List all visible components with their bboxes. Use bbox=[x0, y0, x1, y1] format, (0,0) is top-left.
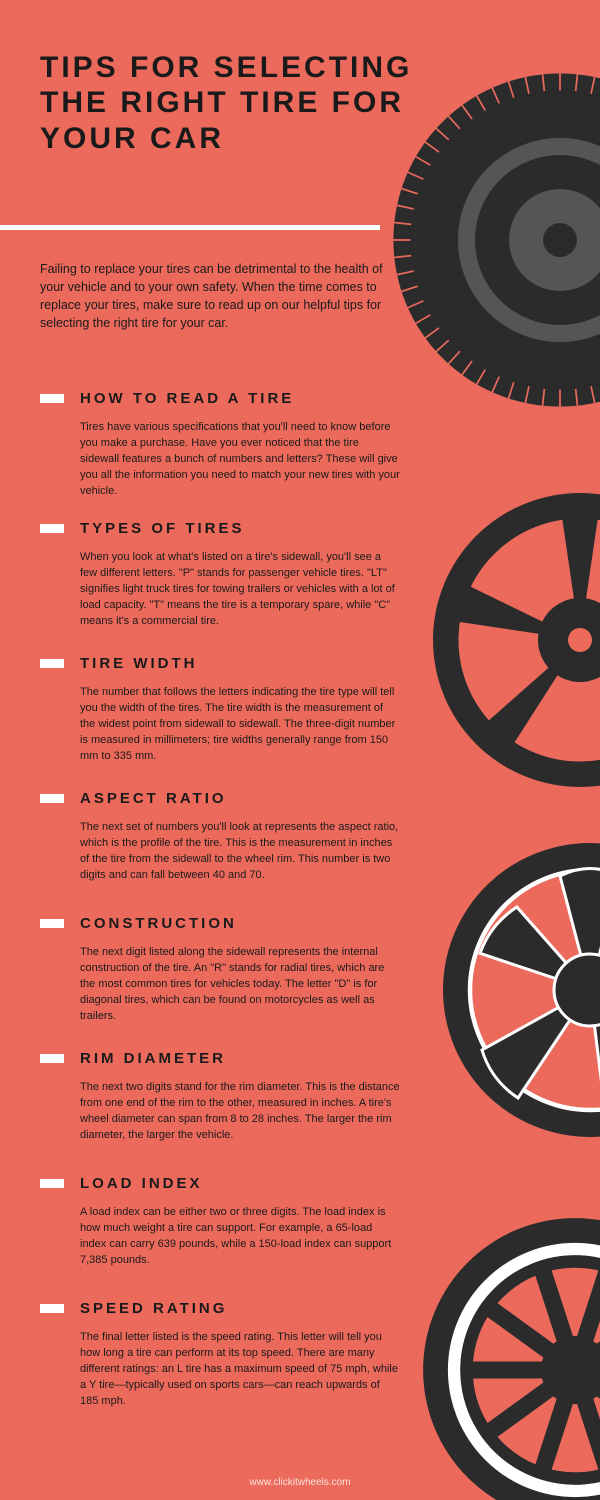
section-body: The next two digits stand for the rim di… bbox=[80, 1080, 400, 1144]
section-body: The next set of numbers you'll look at r… bbox=[80, 820, 400, 884]
section-heading: HOW TO READ A TIRE bbox=[80, 390, 294, 407]
tire-spoke-icon bbox=[430, 490, 600, 790]
section-bullet bbox=[40, 1304, 64, 1313]
section-bullet bbox=[40, 919, 64, 928]
section-3: ASPECT RATIO The next set of numbers you'… bbox=[40, 790, 400, 884]
tire-multispoke-icon bbox=[420, 1215, 600, 1500]
section-body: The next digit listed along the sidewall… bbox=[80, 945, 400, 1025]
section-body: The number that follows the letters indi… bbox=[80, 685, 400, 765]
page-title: TIPS FOR SELECTING THE RIGHT TIRE FOR YO… bbox=[40, 50, 440, 156]
section-body: A load index can be either two or three … bbox=[80, 1205, 400, 1269]
section-bullet bbox=[40, 524, 64, 533]
intro-text: Failing to replace your tires can be det… bbox=[40, 260, 390, 333]
section-heading: CONSTRUCTION bbox=[80, 915, 237, 932]
section-heading: TIRE WIDTH bbox=[80, 655, 198, 672]
section-0: HOW TO READ A TIRE Tires have various spe… bbox=[40, 390, 400, 500]
infographic-page: TIPS FOR SELECTING THE RIGHT TIRE FOR YO… bbox=[0, 0, 600, 1500]
section-heading: ASPECT RATIO bbox=[80, 790, 227, 807]
section-bullet bbox=[40, 1179, 64, 1188]
section-7: SPEED RATING The final letter listed is t… bbox=[40, 1300, 400, 1410]
section-6: LOAD INDEX A load index can be either two… bbox=[40, 1175, 400, 1269]
section-heading: TYPES OF TIRES bbox=[80, 520, 245, 537]
divider-line bbox=[0, 225, 380, 230]
section-4: CONSTRUCTION The next digit listed along … bbox=[40, 915, 400, 1025]
section-body: The final letter listed is the speed rat… bbox=[80, 1330, 400, 1410]
tire-star-spoke-icon bbox=[440, 840, 600, 1140]
section-bullet bbox=[40, 394, 64, 403]
section-heading: RIM DIAMETER bbox=[80, 1050, 226, 1067]
section-5: RIM DIAMETER The next two digits stand fo… bbox=[40, 1050, 400, 1144]
section-body: When you look at what's listed on a tire… bbox=[80, 550, 400, 630]
footer-url: www.clickitwheels.com bbox=[0, 1477, 600, 1488]
section-2: TIRE WIDTH The number that follows the le… bbox=[40, 655, 400, 765]
section-bullet bbox=[40, 659, 64, 668]
section-body: Tires have various specifications that y… bbox=[80, 420, 400, 500]
section-bullet bbox=[40, 794, 64, 803]
section-heading: LOAD INDEX bbox=[80, 1175, 203, 1192]
tire-treaded-icon bbox=[390, 70, 600, 410]
section-1: TYPES OF TIRES When you look at what's li… bbox=[40, 520, 400, 630]
section-heading: SPEED RATING bbox=[80, 1300, 227, 1317]
section-bullet bbox=[40, 1054, 64, 1063]
